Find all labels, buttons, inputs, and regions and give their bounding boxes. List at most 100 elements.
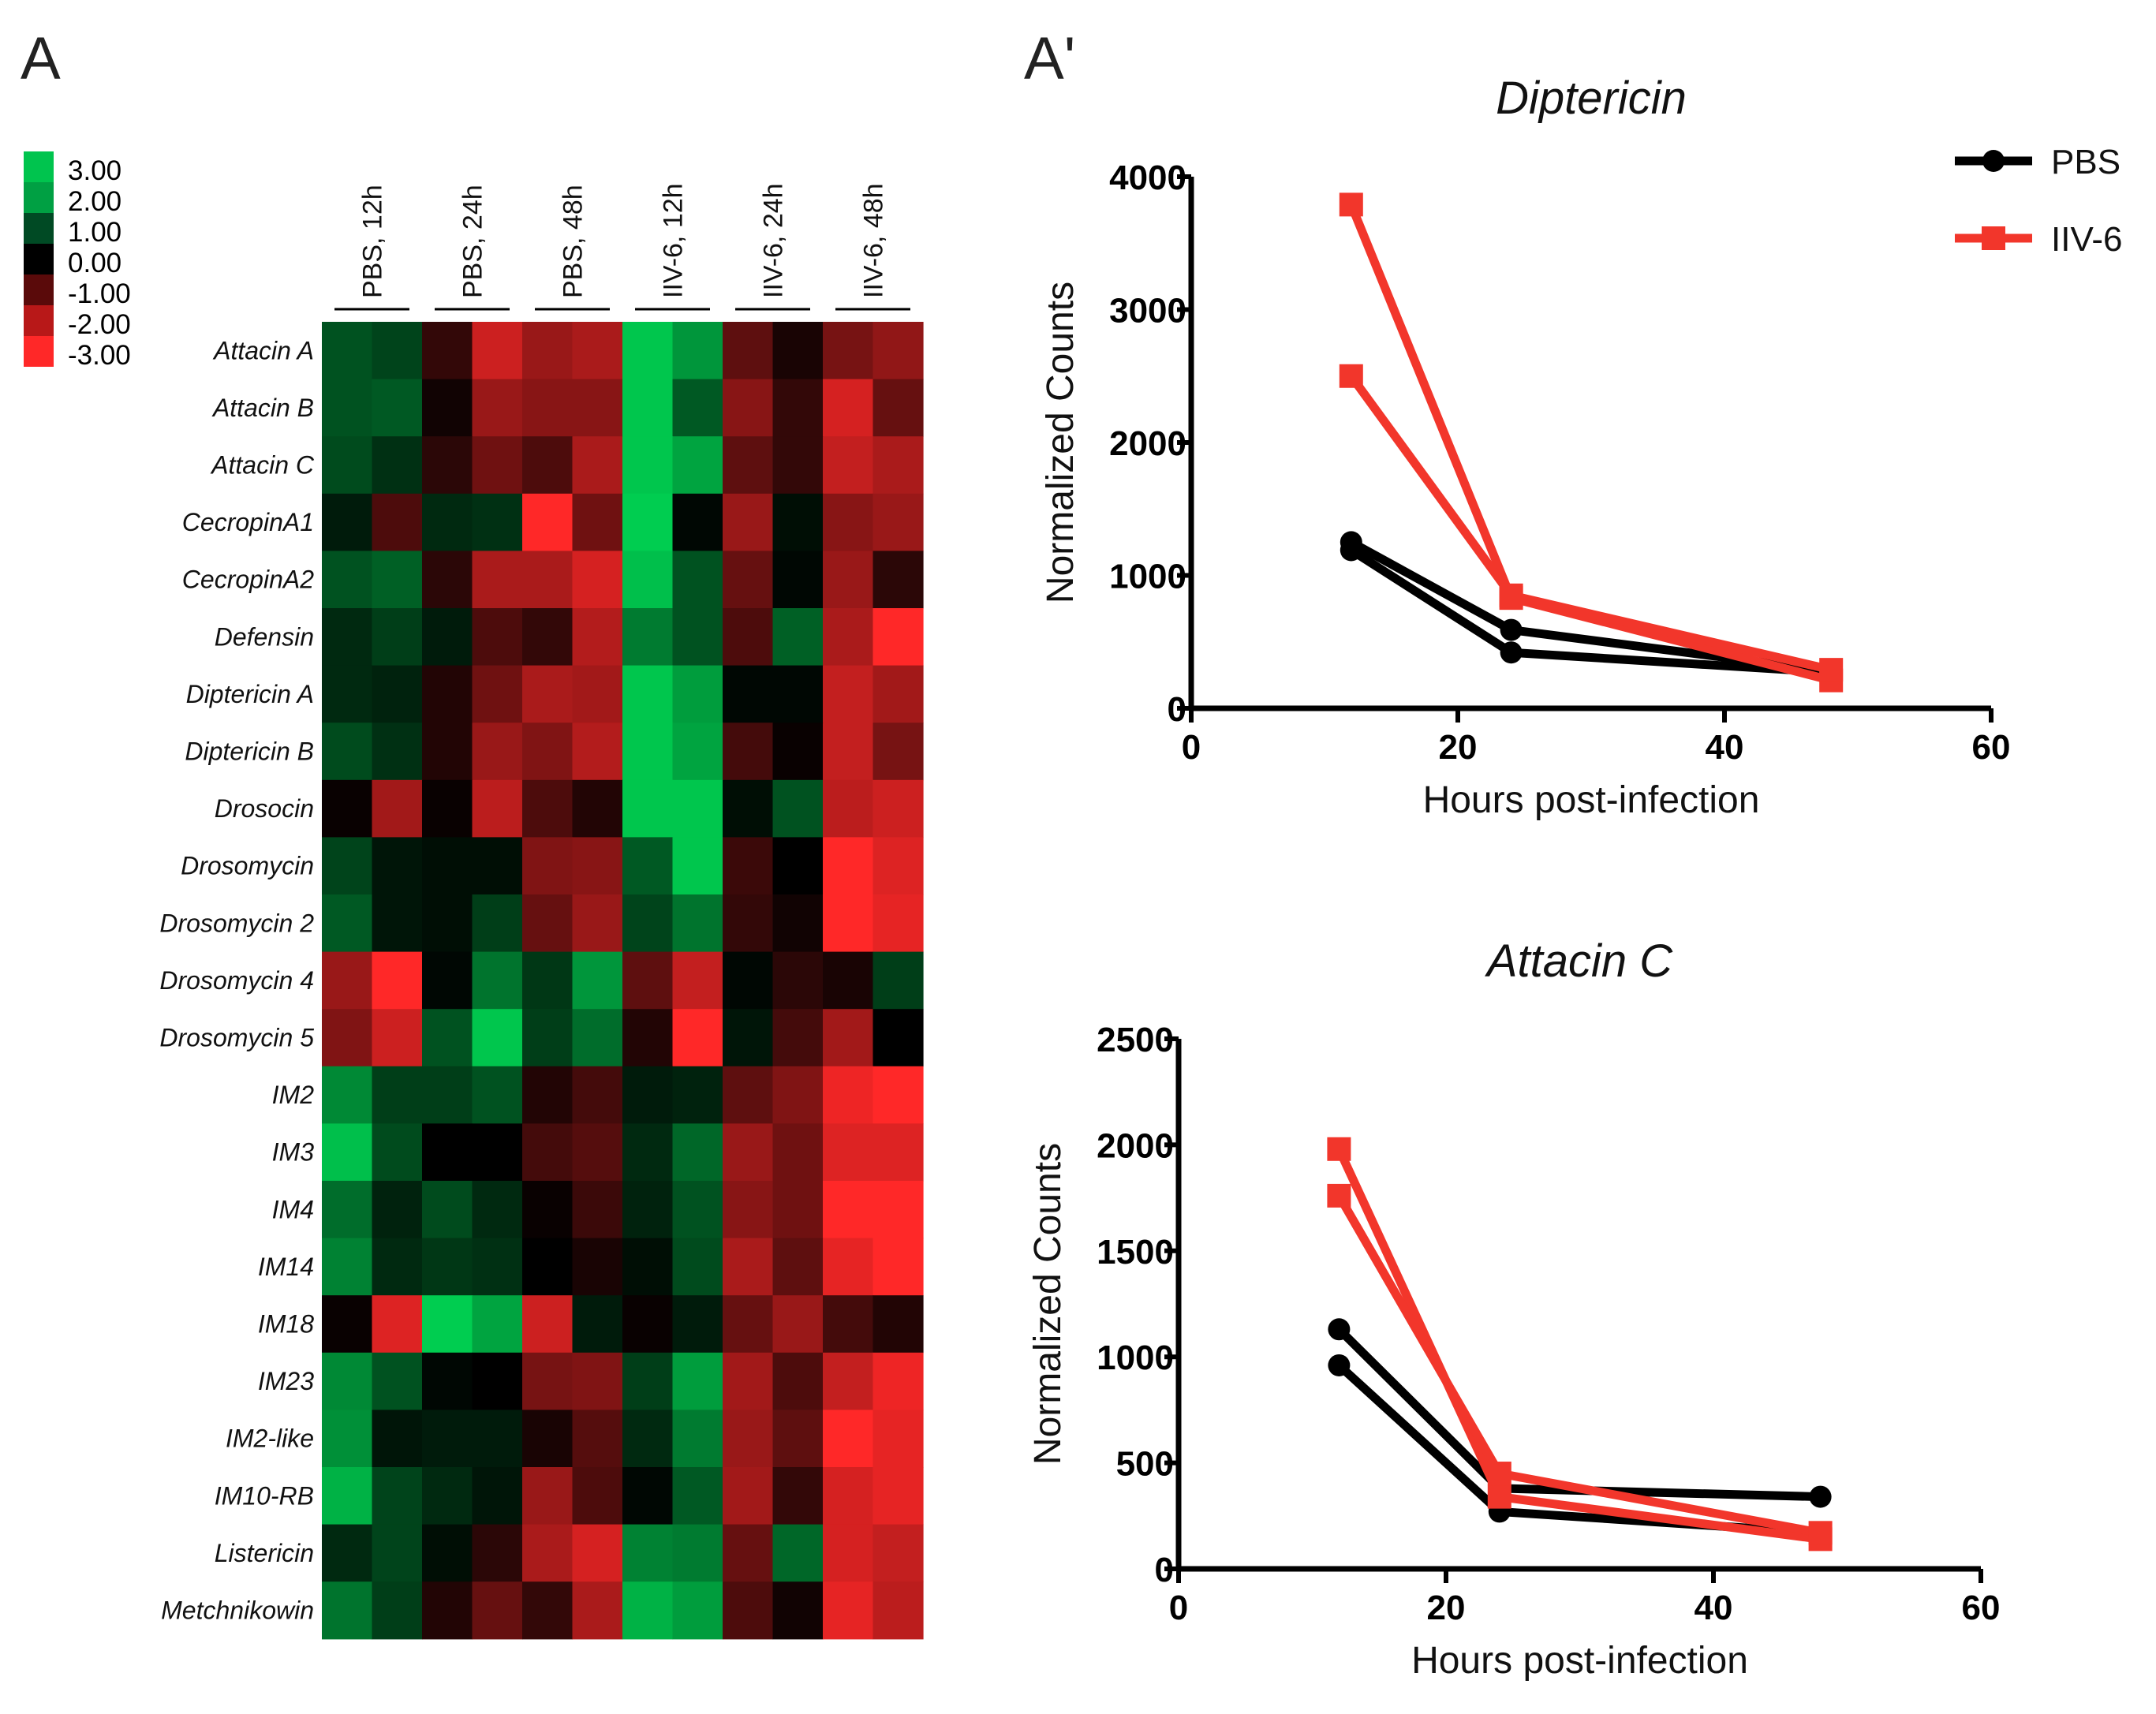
heatmap-cell-im4-5 xyxy=(572,1181,623,1239)
heatmap-cell-im4-1 xyxy=(372,1181,423,1239)
heatmap-cell-attacin-b-10 xyxy=(823,379,874,437)
heatmap-cell-im18-8 xyxy=(723,1295,774,1354)
heatmap-cell-drosomycin-1 xyxy=(372,837,423,895)
heatmap-cell-im2-8 xyxy=(723,1066,774,1124)
heatmap-cell-metchnikowin-1 xyxy=(372,1581,423,1640)
heatmap-cell-drosomycin-2 xyxy=(422,837,473,895)
heatmap-cell-im3-11 xyxy=(872,1123,924,1182)
heatmap-cell-attacin-c-5 xyxy=(572,436,623,495)
y-axis-title: Normalized Counts xyxy=(1027,1143,1069,1465)
heatmap-cell-cecropina2-11 xyxy=(872,551,924,609)
attacin-c-chart: Attacin C 0 500 1000 1500 2000 2500 0 20 40 60 Hour… xyxy=(1027,935,2000,1682)
y-tick-label-1500: 1500 xyxy=(1097,1233,1174,1271)
heatmap-cell-im10-rb-0 xyxy=(322,1467,373,1525)
heatmap-cell-cecropina1-11 xyxy=(872,493,924,551)
heatmap-cell-cecropina1-9 xyxy=(772,493,824,551)
heatmap-cell-metchnikowin-11 xyxy=(872,1581,924,1640)
heatmap-cell-drosomycin-2-6 xyxy=(622,894,674,953)
point-pbs-1-0 xyxy=(1328,1354,1351,1376)
point-iiv-6-3-1 xyxy=(1487,1462,1511,1486)
heatmap-cell-drosocin-7 xyxy=(672,779,723,838)
heatmap-cell-im3-9 xyxy=(772,1123,824,1182)
heatmap-cell-im23-9 xyxy=(772,1352,824,1410)
heatmap-cell-im14-1 xyxy=(372,1238,423,1296)
heatmap-cell-im4-0 xyxy=(322,1181,373,1239)
heatmap-cell-attacin-c-3 xyxy=(472,436,523,495)
heatmap-cell-im2-like-4 xyxy=(522,1410,574,1468)
heatmap-cell-listericin-6 xyxy=(622,1524,674,1582)
row-label-listericin: Listericin xyxy=(215,1539,314,1567)
heatmap-cell-cecropina1-1 xyxy=(372,493,423,551)
heatmap-cell-cecropina1-8 xyxy=(723,493,774,551)
y-tick-label-0: 0 xyxy=(1168,690,1186,729)
heatmap-cell-im2-like-0 xyxy=(322,1410,373,1468)
heatmap-cell-im10-rb-10 xyxy=(823,1467,874,1525)
x-tick-label-20: 20 xyxy=(1427,1589,1466,1627)
heatmap-cell-drosomycin-4-7 xyxy=(672,951,723,1010)
heatmap-cell-im2-like-11 xyxy=(872,1410,924,1468)
heatmap-cell-listericin-3 xyxy=(472,1524,523,1582)
heatmap-cell-im18-11 xyxy=(872,1295,924,1354)
heatmap-cell-drosomycin-2-5 xyxy=(572,894,623,953)
heatmap-cell-attacin-a-5 xyxy=(572,322,623,380)
heatmap-cell-diptericin-a-8 xyxy=(723,665,774,723)
heatmap-cell-metchnikowin-5 xyxy=(572,1581,623,1640)
heatmap-cell-drosomycin-11 xyxy=(872,837,924,895)
heatmap-cell-diptericin-b-6 xyxy=(622,723,674,781)
x-tick-label-40: 40 xyxy=(1706,728,1744,767)
heatmap-cell-diptericin-a-7 xyxy=(672,665,723,723)
heatmap-cell-im23-0 xyxy=(322,1352,373,1410)
heatmap-cell-attacin-c-0 xyxy=(322,436,373,495)
heatmap-cell-diptericin-a-10 xyxy=(823,665,874,723)
heatmap-cell-diptericin-b-10 xyxy=(823,723,874,781)
column-label-pbs-24h: PBS, 24h xyxy=(458,185,488,298)
heatmap-cell-im2-2 xyxy=(422,1066,473,1124)
y-axis-title: Normalized Counts xyxy=(1040,282,1082,603)
heatmap-cell-im2-like-10 xyxy=(823,1410,874,1468)
heatmap-cell-listericin-5 xyxy=(572,1524,623,1582)
heatmap-column-labels: PBS, 12h PBS, 24h PBS, 48h IIV-6, 12h IIV-6,… xyxy=(334,183,910,311)
heatmap-cell-attacin-a-8 xyxy=(723,322,774,380)
chart-title: Attacin C xyxy=(1485,935,1673,987)
legend-value-4: -1.00 xyxy=(68,278,131,309)
heatmap-cell-listericin-11 xyxy=(872,1524,924,1582)
heatmap-cell-drosocin-2 xyxy=(422,779,473,838)
diptericin-chart: Diptericin 0 1000 2000 3000 4000 0 20 40 60 Hours … xyxy=(1040,73,2123,821)
y-tick-label-3000: 3000 xyxy=(1109,292,1186,330)
heatmap-cell-im10-rb-1 xyxy=(372,1467,423,1525)
y-tick-label-2000: 2000 xyxy=(1109,424,1186,463)
heatmap-cell-diptericin-a-9 xyxy=(772,665,824,723)
heatmap-cell-drosomycin-5-10 xyxy=(823,1009,874,1067)
heatmap-cell-cecropina1-6 xyxy=(622,493,674,551)
point-iiv-6-3-0 xyxy=(1339,364,1363,388)
heatmap-cell-attacin-b-1 xyxy=(372,379,423,437)
heatmap-cell-drosomycin-5-0 xyxy=(322,1009,373,1067)
point-iiv-6-3-2 xyxy=(1808,1521,1833,1545)
heatmap-cell-drosomycin-2-8 xyxy=(723,894,774,953)
heatmap-cell-im3-10 xyxy=(823,1123,874,1182)
x-tick-label-40: 40 xyxy=(1695,1589,1733,1627)
point-pbs-0-1 xyxy=(1500,618,1523,641)
heatmap-cell-drosomycin-7 xyxy=(672,837,723,895)
heatmap-cell-drosocin-4 xyxy=(522,779,574,838)
legend-value-1: 2.00 xyxy=(68,186,121,217)
heatmap-cell-im3-3 xyxy=(472,1123,523,1182)
heatmap-cell-im23-11 xyxy=(872,1352,924,1410)
heatmap-cell-im23-5 xyxy=(572,1352,623,1410)
heatmap-cell-drosomycin-4-2 xyxy=(422,951,473,1010)
row-label-diptericin-a: Diptericin A xyxy=(186,680,314,708)
heatmap-cell-im23-6 xyxy=(622,1352,674,1410)
heatmap-cell-attacin-a-10 xyxy=(823,322,874,380)
row-label-metchnikowin: Metchnikowin xyxy=(161,1596,314,1625)
heatmap-cell-defensin-4 xyxy=(522,608,574,667)
heatmap-cell-drosomycin-5-9 xyxy=(772,1009,824,1067)
point-iiv-6-2-0 xyxy=(1327,1137,1351,1161)
row-label-im2: IM2 xyxy=(272,1081,315,1109)
heatmap-cell-im3-0 xyxy=(322,1123,373,1182)
series-line-pbs-0 xyxy=(1336,1326,1821,1502)
x-tick-label-0: 0 xyxy=(1182,728,1201,767)
y-tick-label-1000: 1000 xyxy=(1097,1339,1174,1377)
legend-swatch-4 xyxy=(24,274,54,305)
heatmap-cell-drosomycin-5 xyxy=(572,837,623,895)
